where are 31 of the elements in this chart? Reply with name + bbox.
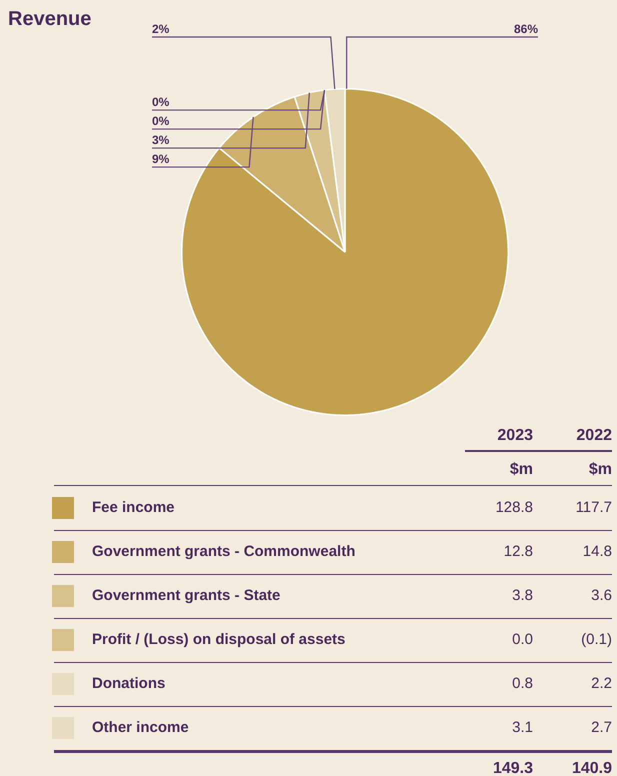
text: 14.8 [582, 543, 612, 560]
text: (0.1) [581, 631, 612, 648]
text: 149.3 [492, 760, 533, 776]
text: 3.1 [512, 719, 533, 736]
legend-label: Government grants - State [92, 587, 280, 604]
chart-title: Revenue [8, 8, 92, 31]
text: 2.2 [591, 675, 612, 692]
data-label: 3% [152, 133, 170, 148]
legend-label: Fee income [92, 499, 175, 516]
data-label: 2% [152, 22, 170, 36]
text: 128.8 [495, 499, 533, 516]
text: 2.7 [591, 719, 612, 736]
text: 0% [152, 95, 170, 110]
text: 0.8 [512, 675, 533, 692]
text: 2022 [576, 427, 612, 445]
data-label: 9% [152, 152, 170, 166]
text: 0.0 [512, 631, 533, 648]
text: 0% [152, 114, 170, 128]
data-label: 86% [514, 22, 538, 36]
text: $m [588, 461, 612, 479]
legend-label: Other income [92, 719, 189, 736]
legend-label: Donations [92, 675, 166, 692]
legend-label: Government grants - Commonwealth [92, 543, 356, 560]
text: 3.8 [512, 587, 533, 604]
text: 3.6 [591, 587, 612, 604]
text: $m [510, 461, 533, 479]
text: 140.9 [572, 760, 612, 776]
text: 12.8 [504, 543, 533, 560]
legend-label: Profit / (Loss) on disposal of assets [92, 631, 346, 648]
text: 117.7 [576, 499, 612, 516]
text: 2023 [497, 427, 533, 445]
